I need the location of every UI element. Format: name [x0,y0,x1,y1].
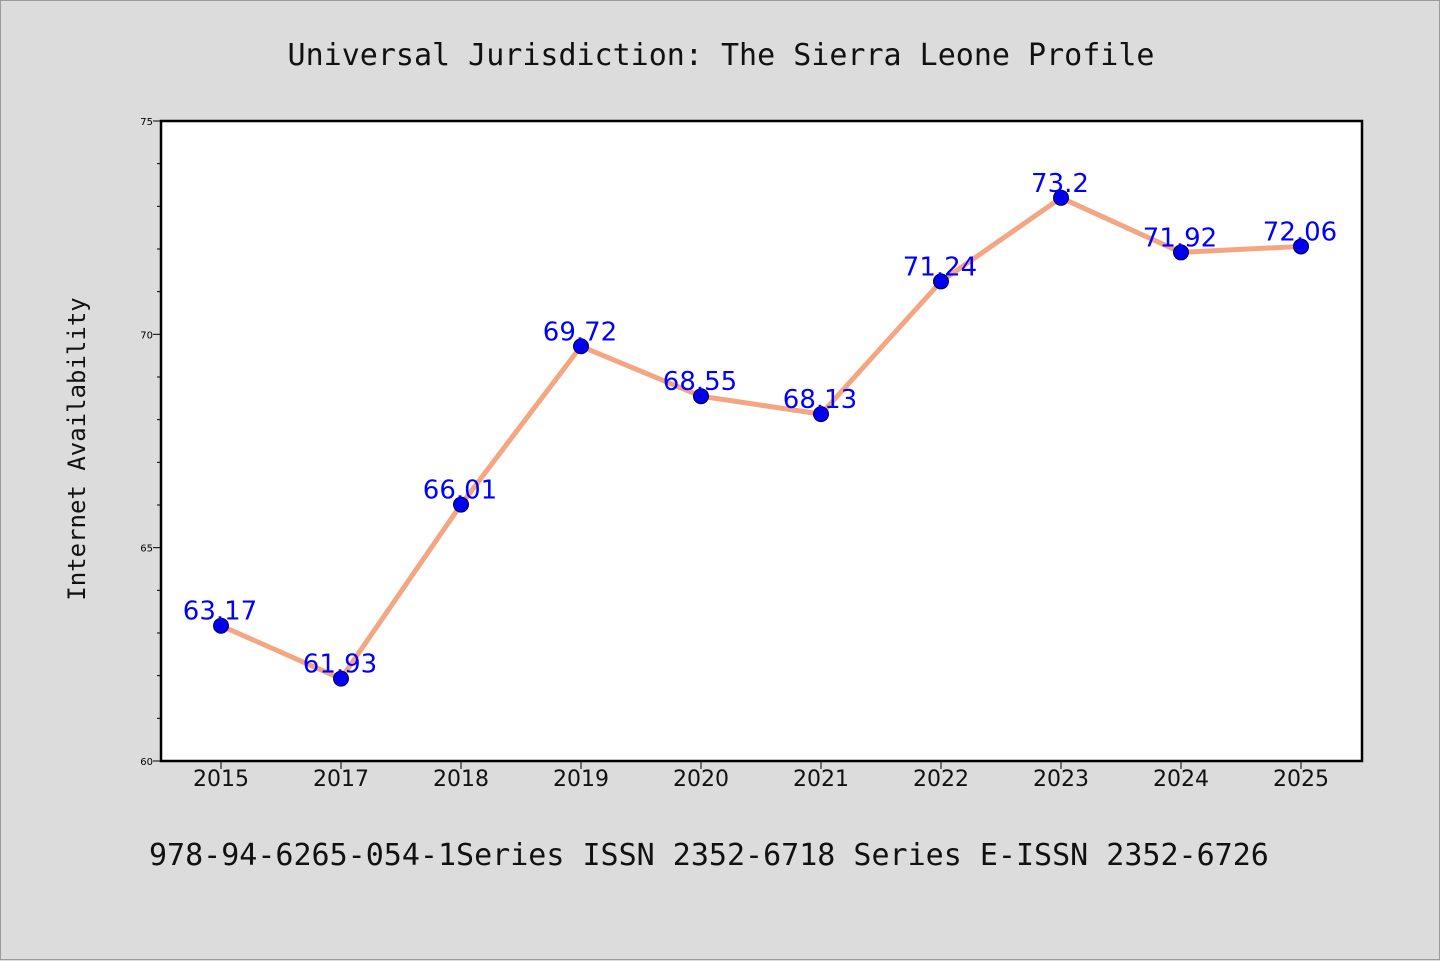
x-axis: 2015 2017 2018 2019 2020 2021 2022 2023 2024 2025 [193,761,1329,792]
data-point [213,617,229,634]
data-labels: 63.17 61.93 66.01 69.72 68.55 68.13 71.24 73.2 7… [183,169,1337,680]
data-label: 69.72 [543,317,617,347]
y-tick-label: 65 [140,544,153,555]
data-label: 68.55 [663,367,737,397]
x-tick-label: 2023 [1033,767,1089,792]
data-label: 71.92 [1143,223,1217,253]
x-tick-label: 2021 [793,767,849,792]
x-tick-label: 2015 [193,767,249,792]
y-axis: 60 65 70 75 [140,117,161,768]
data-point [1053,189,1069,206]
y-tick-label: 60 [140,757,153,768]
y-tick-label: 70 [140,330,153,341]
x-tick-label: 2018 [433,767,489,792]
y-axis-label: Internet Availability [63,297,91,600]
chart-title: Universal Jurisdiction: The Sierra Leone… [288,38,1155,73]
data-point [813,406,829,423]
x-tick-label: 2022 [913,767,969,792]
data-label: 72.06 [1263,217,1337,247]
y-tick-label: 75 [140,117,153,128]
x-tick-label: 2017 [313,767,369,792]
x-tick-label: 2020 [673,767,729,792]
x-tick-label: 2019 [553,767,609,792]
x-tick-label: 2025 [1273,767,1329,792]
plot-area [159,119,1364,763]
footer-text: 978-94-6265-054-1Series ISSN 2352-6718 S… [149,838,1269,873]
data-label: 63.17 [183,597,257,627]
series-markers [213,189,1309,687]
data-point [573,338,589,355]
data-label: 71.24 [903,252,977,282]
data-point [1293,238,1309,255]
data-point [333,670,349,687]
series-line [218,195,1304,682]
data-label: 73.2 [1031,169,1089,199]
data-point [693,388,709,405]
data-point [453,496,469,513]
data-label: 68.13 [783,385,857,415]
data-point [933,273,949,290]
data-label: 61.93 [303,650,377,680]
data-label: 66.01 [423,476,497,506]
x-tick-label: 2024 [1153,767,1209,792]
data-point [1173,244,1189,261]
